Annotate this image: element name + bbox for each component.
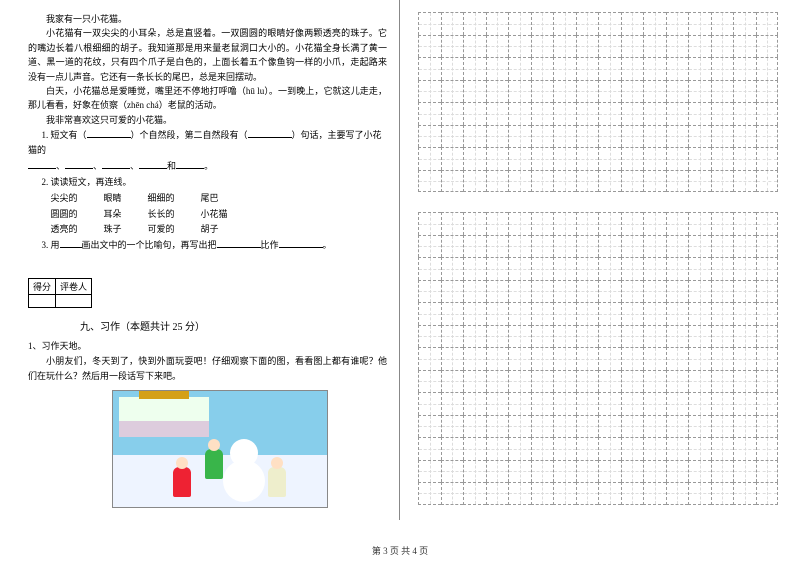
- illustration-snowman: [112, 390, 328, 508]
- question-3: 3. 用画出文中的一个比喻句，再写出把比作。: [28, 238, 387, 253]
- left-column: 我家有一只小花猫。 小花猫有一双尖尖的小耳朵，总是直竖着。一双圆圆的眼睛好像两颗…: [0, 0, 400, 520]
- passage-p2: 小花猫有一双尖尖的小耳朵，总是直竖着。一双圆圆的眼睛好像两颗透亮的珠子。它的嘴边…: [28, 26, 387, 84]
- question-1: 1. 短文有（）个自然段，第二自然段有（）句话，主要写了小花猫的 、、、和。: [28, 128, 387, 174]
- passage-p4: 我非常喜欢这只可爱的小花猫。: [28, 113, 387, 127]
- kid-red-icon: [173, 467, 191, 497]
- page-footer: 第 3 页 共 4 页: [0, 544, 800, 557]
- score-table: 得分评卷人: [28, 278, 92, 308]
- writing-grid-top: [418, 12, 778, 192]
- question-2-label: 2. 读读短文，再连线。: [42, 175, 388, 190]
- section-9-header: 得分评卷人: [28, 278, 387, 308]
- right-column: [400, 0, 800, 520]
- writing-grid-bottom: [418, 212, 778, 505]
- building-icon: [119, 397, 209, 437]
- section-9-body: 1、习作天地。 小朋友们，冬天到了，快到外面玩耍吧！仔细观察下面的图，看看图上都…: [28, 339, 387, 385]
- kid-green-icon: [205, 449, 223, 479]
- question-2-columns: 尖尖的 圆圆的 透亮的 眼睛 耳朵 珠子 细细的 长长的 可爱的 尾巴 小花猫 …: [51, 191, 388, 237]
- section-9-title: 九、习作（本题共计 25 分）: [80, 318, 387, 333]
- passage-p3: 白天，小花猫总是爱睡觉，嘴里还不停地打呼噜（hū lu）。一到晚上，它就这儿走走…: [28, 84, 387, 113]
- passage-p1: 我家有一只小花猫。: [28, 12, 387, 26]
- kid-beige-icon: [268, 467, 286, 497]
